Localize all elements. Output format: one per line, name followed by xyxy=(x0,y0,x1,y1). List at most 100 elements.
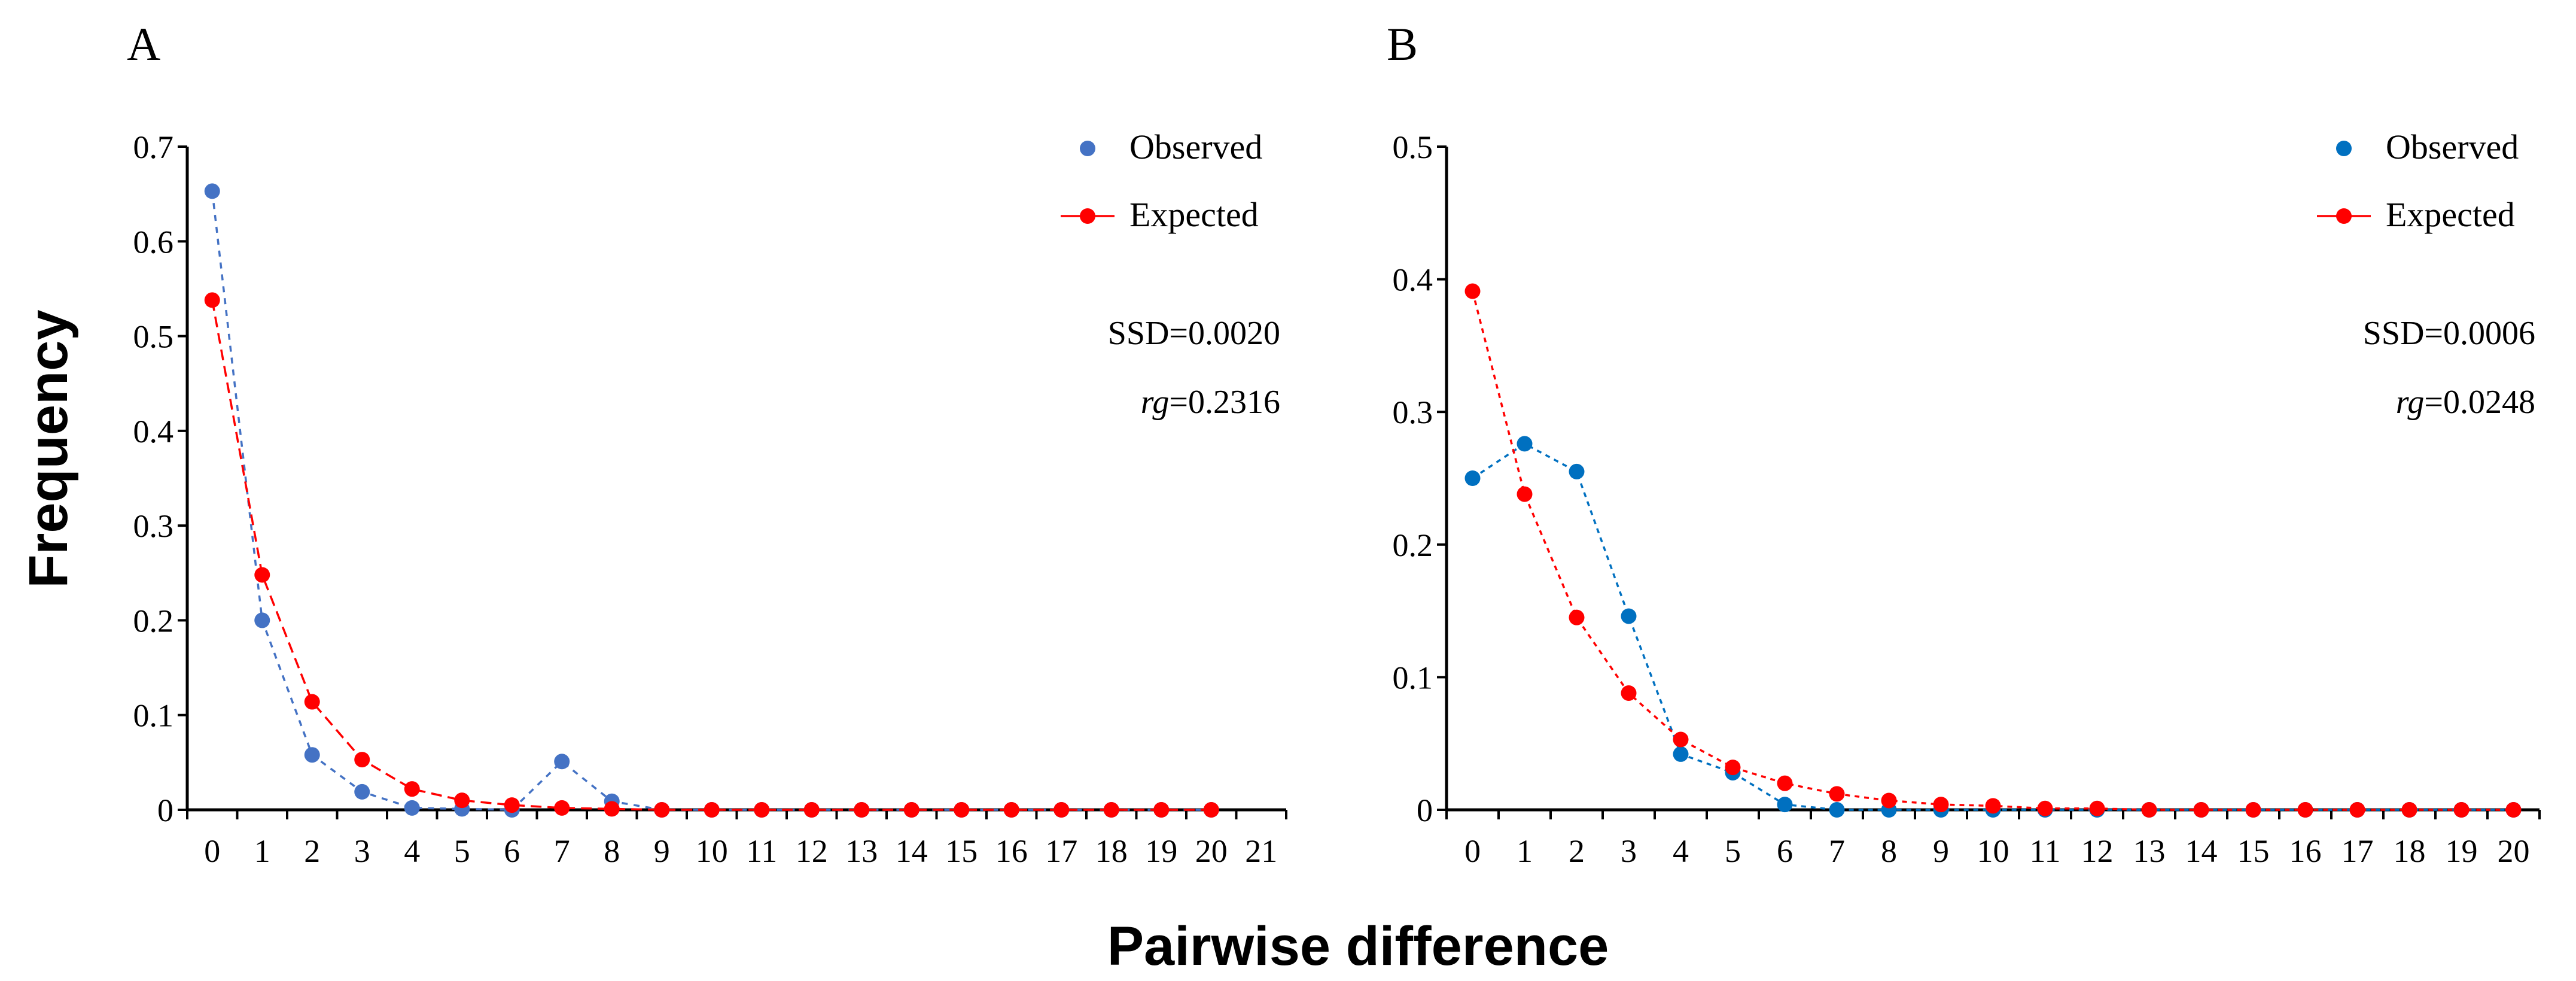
x-tick-label: 5 xyxy=(1725,833,1741,869)
data-point xyxy=(254,567,270,583)
y-tick-label: 0.7 xyxy=(133,129,174,165)
legend: Observed Expected xyxy=(1061,127,1262,234)
data-point xyxy=(803,802,820,818)
legend-marker-expected xyxy=(2336,208,2352,224)
x-tick-label: 5 xyxy=(454,833,470,869)
legend-label-expected: Expected xyxy=(1129,195,1259,234)
series-line xyxy=(211,300,1211,811)
x-tick-label: 10 xyxy=(1977,833,2009,869)
ssd-annotation: SSD=0.0006 xyxy=(2363,315,2535,352)
x-tick-label: 21 xyxy=(1245,833,1277,869)
x-tick-label: 12 xyxy=(2081,833,2114,869)
data-point xyxy=(554,754,570,770)
x-tick-label: 16 xyxy=(2289,833,2322,869)
x-tick-label: 19 xyxy=(1145,833,1177,869)
legend-label-expected: Expected xyxy=(2386,195,2515,234)
data-point xyxy=(1053,802,1070,818)
y-axis-title: Frequency xyxy=(18,309,79,588)
panel-label: A xyxy=(127,18,160,70)
x-tick-label: 6 xyxy=(1777,833,1793,869)
data-point xyxy=(1103,802,1119,818)
legend-marker-observed xyxy=(1080,141,1095,156)
x-axis-title: Pairwise difference xyxy=(1107,916,1609,977)
x-tick-label: 11 xyxy=(746,833,777,869)
y-tick-label: 0.6 xyxy=(133,224,174,260)
x-tick-label: 4 xyxy=(1673,833,1689,869)
rg-annotation: rg=0.2316 xyxy=(1141,384,1280,421)
data-point xyxy=(2141,802,2157,818)
x-tick-label: 3 xyxy=(354,833,370,869)
ssd-annotation: SSD=0.0020 xyxy=(1108,315,1280,352)
x-tick-label: 12 xyxy=(796,833,828,869)
y-tick-label: 0.3 xyxy=(133,508,174,544)
x-tick-label: 17 xyxy=(1045,833,1077,869)
x-tick-label: 2 xyxy=(304,833,320,869)
x-tick-label: 7 xyxy=(1829,833,1845,869)
x-tick-label: 18 xyxy=(1095,833,1128,869)
panel-b: B00.10.20.30.40.50 1 2 3 4 5 6 7 8 9 10 11 12 13 14 15 1… xyxy=(1387,18,2541,869)
data-point xyxy=(1569,463,1585,479)
data-point xyxy=(1203,802,1219,818)
data-point xyxy=(954,802,970,818)
x-tick-label: 8 xyxy=(1881,833,1897,869)
data-point xyxy=(1829,786,1845,802)
data-point xyxy=(2297,802,2313,818)
data-point xyxy=(1517,486,1533,502)
x-tick-label: 15 xyxy=(945,833,978,869)
x-tick-label: 2 xyxy=(1569,833,1585,869)
data-point xyxy=(754,802,770,818)
legend-label-observed: Observed xyxy=(1129,127,1262,166)
x-tick-label: 13 xyxy=(845,833,878,869)
data-point xyxy=(2453,802,2470,818)
x-tick-label: 8 xyxy=(604,833,620,869)
data-point xyxy=(2349,802,2365,818)
x-tick-label: 13 xyxy=(2133,833,2166,869)
data-point xyxy=(2505,802,2522,818)
data-point xyxy=(1464,470,1481,486)
x-tick-label: 7 xyxy=(554,833,570,869)
series-line xyxy=(211,191,1211,811)
x-tick-label: 15 xyxy=(2237,833,2270,869)
data-point xyxy=(2401,802,2417,818)
data-point xyxy=(854,802,870,818)
data-point xyxy=(404,800,420,816)
data-point xyxy=(304,747,320,763)
data-point xyxy=(1829,802,1845,818)
y-tick-label: 0.2 xyxy=(1393,527,1433,563)
series-line xyxy=(1471,291,2514,811)
data-point xyxy=(354,752,370,768)
data-point xyxy=(1933,797,1949,813)
data-point xyxy=(1569,609,1585,625)
series-observed xyxy=(1464,436,2522,818)
y-tick-label: 0.3 xyxy=(1393,394,1433,430)
data-point xyxy=(1725,760,1741,776)
x-tick-label: 6 xyxy=(504,833,520,869)
data-point xyxy=(204,183,220,199)
x-tick-label: 14 xyxy=(2185,833,2218,869)
x-tick-label: 1 xyxy=(1517,833,1533,869)
data-point xyxy=(2193,802,2209,818)
x-tick-label: 14 xyxy=(896,833,928,869)
legend-label-observed: Observed xyxy=(2386,127,2519,166)
legend: Observed Expected xyxy=(2317,127,2519,234)
rg-annotation: rg=0.0248 xyxy=(2396,384,2535,421)
series-line xyxy=(1472,442,2514,811)
y-tick-label: 0.2 xyxy=(133,603,174,639)
x-tick-label: 0 xyxy=(204,833,220,869)
y-tick-label: 0 xyxy=(157,792,173,828)
panel-label: B xyxy=(1387,18,1418,70)
x-tick-label: 20 xyxy=(2498,833,2530,869)
y-tick-label: 0.1 xyxy=(1393,660,1433,695)
data-point xyxy=(1777,797,1793,813)
data-point xyxy=(1153,802,1170,818)
series-expected xyxy=(1464,283,2522,818)
data-point xyxy=(1777,775,1793,791)
x-tick-label: 18 xyxy=(2394,833,2426,869)
y-tick-label: 0 xyxy=(1417,792,1433,828)
data-point xyxy=(704,802,720,818)
x-tick-label: 16 xyxy=(995,833,1028,869)
data-point xyxy=(254,612,270,628)
data-point xyxy=(504,797,520,813)
x-tick-label: 19 xyxy=(2446,833,2478,869)
x-tick-label: 0 xyxy=(1464,833,1481,869)
